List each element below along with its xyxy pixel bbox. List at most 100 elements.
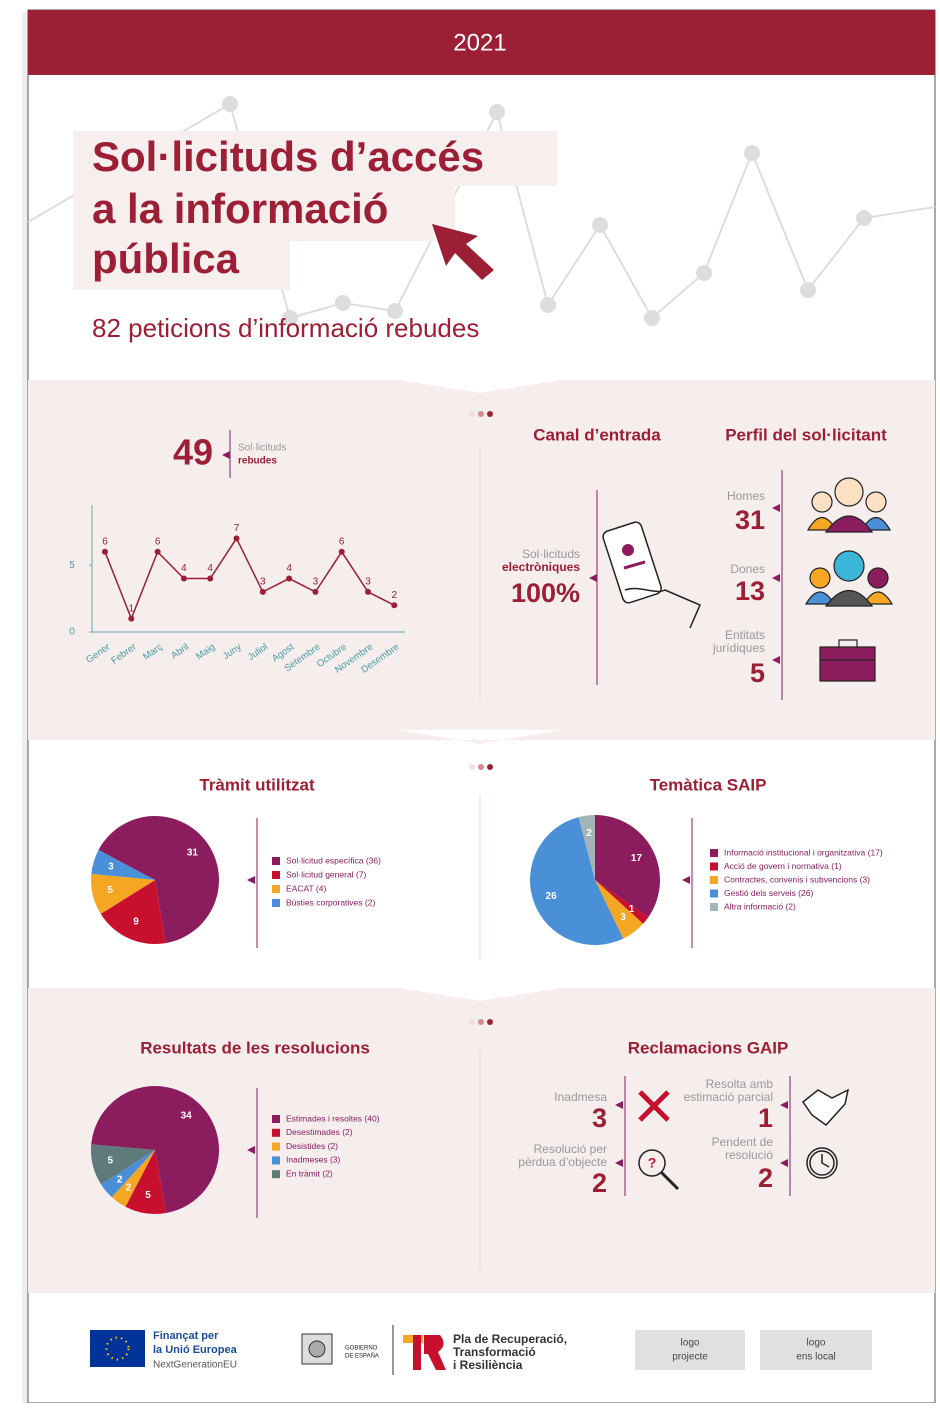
data-label: 4 [181, 563, 187, 574]
logo-text: logo [681, 1338, 700, 1349]
data-label: 6 [102, 536, 108, 547]
slice-label: 2 [117, 1174, 123, 1185]
legend-label: Sol·licitud general (7) [286, 869, 366, 879]
plan-text: Pla de Recuperació, [453, 1332, 567, 1346]
section-title: Canal d’entrada [533, 425, 661, 444]
legend-swatch [710, 849, 718, 857]
claim-label: estimació parcial [684, 1090, 773, 1104]
section-title: Resultats de les resolucions [140, 1038, 370, 1057]
eu-flag [90, 1330, 145, 1367]
slice-label: 2 [126, 1182, 132, 1193]
point [128, 616, 134, 622]
section-title: Reclamacions GAIP [628, 1038, 789, 1057]
data-label: 3 [260, 577, 266, 588]
claim-value: 2 [592, 1168, 607, 1198]
logo-text: logo [807, 1338, 826, 1349]
data-label: 6 [339, 536, 345, 547]
plan-text: i Resiliència [453, 1358, 523, 1372]
data-label: 1 [129, 603, 135, 614]
legend-swatch [272, 885, 280, 893]
data-label: 3 [313, 577, 319, 588]
slice-label: 31 [187, 848, 199, 859]
slice-label: 5 [107, 885, 113, 896]
slice-label: 26 [546, 891, 558, 902]
point [339, 549, 345, 555]
legend-label: En tràmit (2) [286, 1168, 333, 1178]
point [181, 576, 187, 582]
section-title: Temàtica SAIP [650, 775, 767, 794]
page: {"header":{"year":"2021","title_lines":[… [0, 0, 940, 1408]
claim-label: Resolució per [534, 1142, 607, 1156]
shadow [22, 12, 28, 1403]
legend-swatch [272, 871, 280, 879]
channel-label: electròniques [502, 560, 580, 574]
slice-label: 3 [108, 861, 114, 872]
svg-text:?: ? [648, 1155, 657, 1171]
data-label: 4 [286, 563, 292, 574]
legend-swatch [710, 890, 718, 898]
slice-label: 9 [133, 917, 139, 928]
legend-label: Contractes, convenis i subvencions (3) [724, 874, 870, 884]
y-tick-label: 0 [69, 627, 75, 638]
logo-placeholder [635, 1330, 745, 1370]
data-label: 4 [207, 563, 213, 574]
legend-label: Desistides (2) [286, 1141, 338, 1151]
slice-label: 3 [620, 912, 626, 923]
claim-label: Inadmesa [554, 1090, 607, 1104]
profile-value: 5 [750, 658, 765, 688]
claim-label: Resolta amb [706, 1077, 774, 1091]
profile-value: 31 [735, 505, 765, 535]
requests-label: rebudes [238, 456, 277, 467]
section-title: Perfil del sol·licitant [725, 425, 887, 444]
y-tick-label: 5 [69, 560, 75, 571]
profile-label: Homes [727, 489, 765, 503]
coat-of-arms [302, 1334, 332, 1364]
logo-text: projecte [672, 1352, 708, 1363]
legend-swatch [272, 1115, 280, 1123]
year: 2021 [453, 29, 506, 56]
legend-label: Desestimades (2) [286, 1127, 353, 1137]
title-line: pública [92, 235, 240, 282]
legend-label: Inadmeses (3) [286, 1155, 340, 1165]
requests-total: 49 [173, 432, 213, 473]
claim-label: pèrdua d’objecte [518, 1155, 607, 1169]
point [234, 535, 240, 541]
data-label: 7 [234, 523, 240, 534]
claim-label: resolució [725, 1148, 773, 1162]
eu-text: Finançat per [153, 1330, 219, 1342]
legend-swatch [272, 1170, 280, 1178]
claim-value: 1 [758, 1103, 773, 1133]
point [286, 576, 292, 582]
channel-label: Sol·licituds [522, 547, 580, 561]
legend-swatch [272, 857, 280, 865]
eu-text: NextGenerationEU [153, 1360, 237, 1371]
legend-label: EACAT (4) [286, 883, 326, 893]
legend-swatch [710, 876, 718, 884]
requests-label: Sol·licituds [238, 443, 286, 454]
legend-swatch [272, 1143, 280, 1151]
data-label: 3 [365, 577, 371, 588]
point [391, 602, 397, 608]
subtitle: 82 peticions d’informació rebudes [92, 313, 479, 343]
channel-value: 100% [511, 578, 580, 608]
legend-label: Estimades i resoltes (40) [286, 1113, 380, 1123]
slice-label: 34 [181, 1111, 193, 1122]
eu-text: la Unió Europea [153, 1344, 238, 1356]
point [207, 576, 213, 582]
logo-placeholder [760, 1330, 872, 1370]
title-line: a la informació [92, 185, 388, 232]
legend-swatch [710, 863, 718, 871]
gov-text: DE ESPAÑA [345, 1353, 379, 1360]
plan-text: Transformació [453, 1345, 536, 1359]
point [312, 589, 318, 595]
profile-label: Entitats [725, 628, 765, 642]
legend-label: Bústies corporatives (2) [286, 897, 375, 907]
claim-value: 3 [592, 1103, 607, 1133]
legend-swatch [272, 1129, 280, 1137]
profile-label: Dones [730, 562, 765, 576]
point [102, 549, 108, 555]
legend-label: Gestió dels serveis (26) [724, 888, 813, 898]
logo-text: ens local [796, 1352, 835, 1363]
legend-label: Sol·licitud específica (36) [286, 855, 381, 865]
slice-label: 2 [586, 828, 592, 839]
